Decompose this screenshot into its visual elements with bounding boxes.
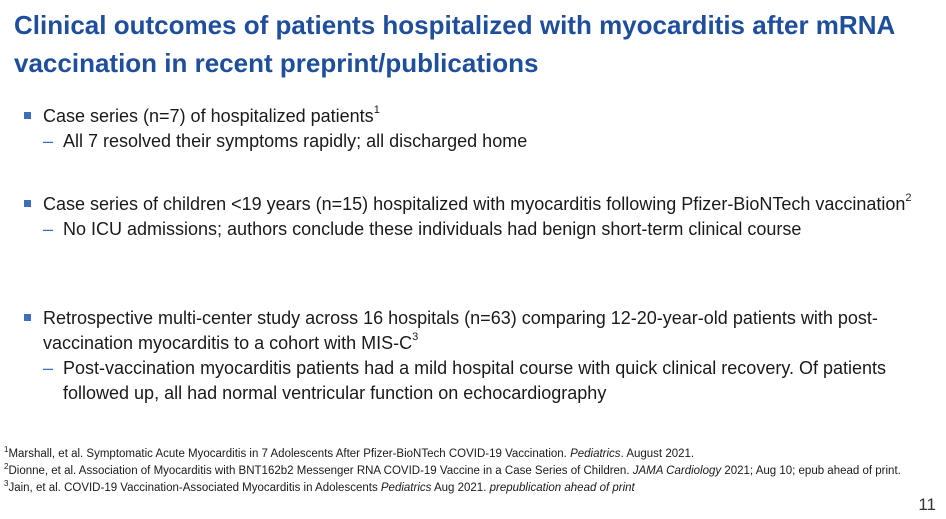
bullet-item: Retrospective multi-center study across …: [24, 306, 924, 406]
footnote-tail: 2021; Aug 10; epub ahead of print.: [721, 465, 901, 477]
footnote-tail: . August 2021.: [620, 448, 695, 460]
footnote-number: 3: [4, 479, 9, 489]
sub-bullet-text: No ICU admissions; authors conclude thes…: [63, 219, 802, 239]
reference-marker: 1: [373, 104, 380, 116]
bullet-text: Retrospective multi-center study across …: [43, 308, 878, 353]
footnote-number: 2: [4, 462, 9, 472]
bullet-item: Case series (n=7) of hospitalized patien…: [24, 104, 924, 154]
sub-bullet-text: Post-vaccination myocarditis patients ha…: [63, 358, 887, 403]
bullet-item: Case series of children <19 years (n=15)…: [24, 192, 924, 242]
reference-marker: 2: [905, 192, 912, 204]
sub-bullet-dash-icon: –: [43, 131, 54, 151]
reference-marker: 3: [412, 331, 419, 343]
bullet-square-icon: [24, 314, 31, 321]
footnote-journal: JAMA Cardiology: [632, 465, 722, 477]
bullet-text: Case series (n=7) of hospitalized patien…: [43, 106, 374, 126]
sub-bullet-dash-icon: –: [43, 219, 54, 239]
sub-bullet-dash-icon: –: [43, 358, 54, 378]
bullet-square-icon: [24, 200, 31, 207]
bullet-square-icon: [24, 112, 31, 119]
footnote-text: Marshall, et al. Symptomatic Acute Myoca…: [8, 448, 571, 460]
footnote-text: Jain, et al. COVID-19 Vaccination-Associ…: [8, 482, 381, 494]
footnote-journal: Pediatrics: [570, 448, 621, 460]
footnote-journal: Pediatrics: [380, 482, 432, 494]
page-number: 11: [918, 495, 936, 514]
footnote-text: Dionne, et al. Association of Myocarditi…: [8, 465, 633, 477]
footnotes: 1Marshall, et al. Symptomatic Acute Myoc…: [4, 446, 904, 497]
bullet-text: Case series of children <19 years (n=15)…: [43, 194, 906, 214]
footnote-number: 1: [4, 445, 9, 455]
sub-bullet-text: All 7 resolved their symptoms rapidly; a…: [63, 131, 528, 151]
footnote: 3Jain, et al. COVID-19 Vaccination-Assoc…: [4, 480, 904, 496]
footnote: 1Marshall, et al. Symptomatic Acute Myoc…: [4, 446, 904, 462]
bullet-list: Case series (n=7) of hospitalized patien…: [24, 104, 924, 403]
footnote-tail: Aug 2021.: [431, 482, 490, 494]
footnote: 2Dionne, et al. Association of Myocardit…: [4, 463, 904, 479]
footnote-status: prepublication ahead of print: [489, 482, 635, 494]
slide-title: Clinical outcomes of patients hospitaliz…: [14, 10, 895, 78]
